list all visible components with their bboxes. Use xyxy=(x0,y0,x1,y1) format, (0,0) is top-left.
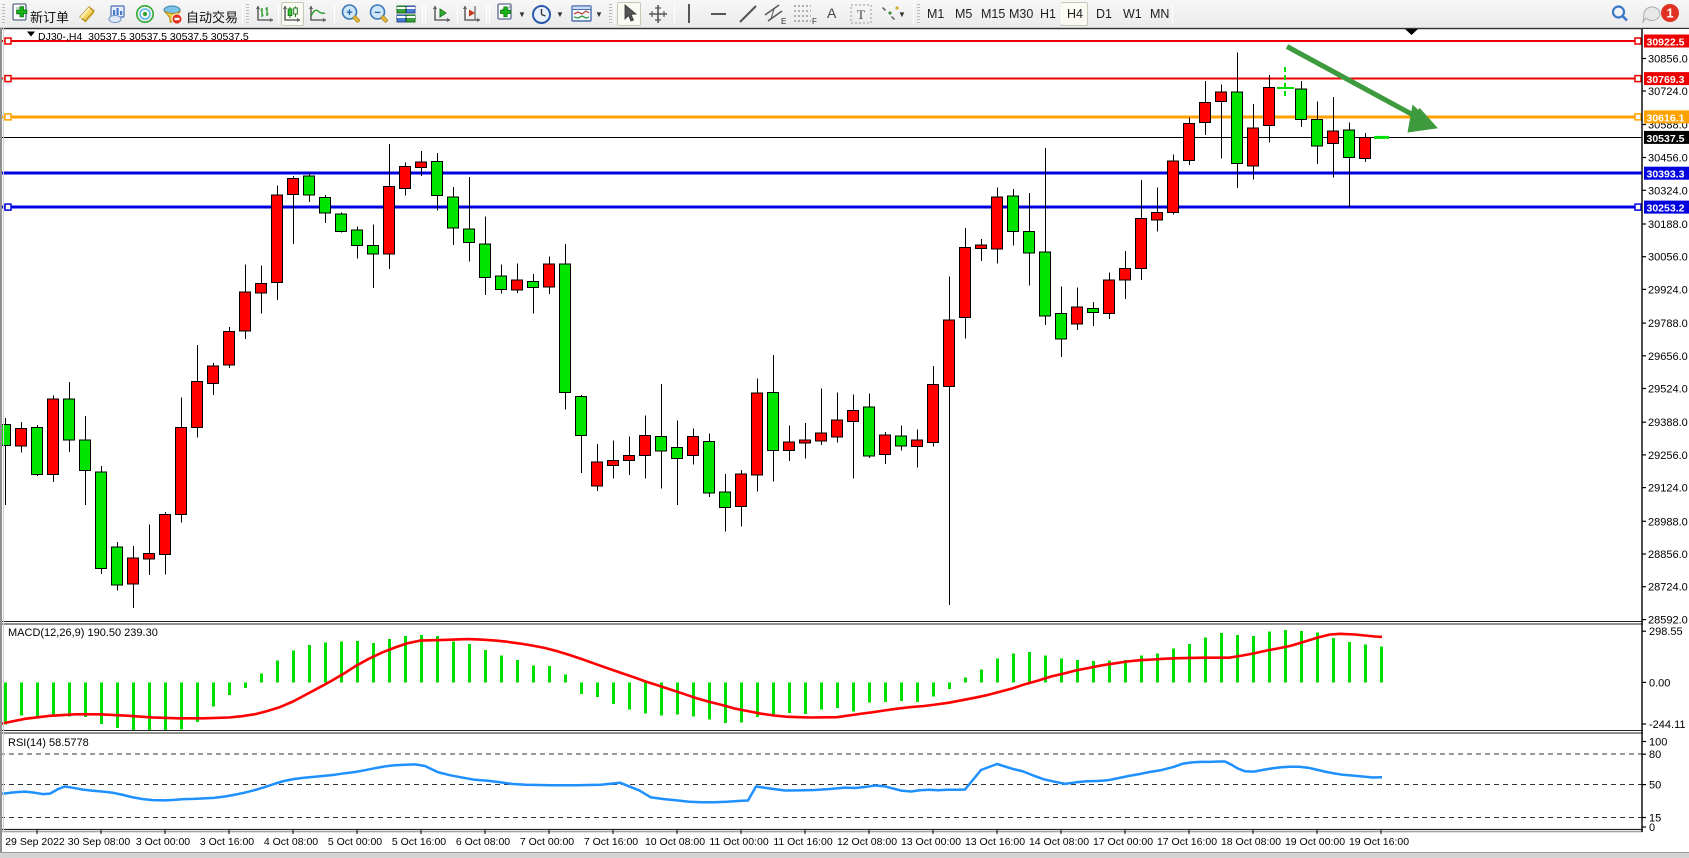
svg-text:19 Oct 00:00: 19 Oct 00:00 xyxy=(1285,836,1345,848)
svg-text:29524.0: 29524.0 xyxy=(1648,384,1688,396)
svg-text:7 Oct 16:00: 7 Oct 16:00 xyxy=(584,836,638,848)
svg-text:80: 80 xyxy=(1649,749,1661,761)
svg-text:30393.3: 30393.3 xyxy=(1647,169,1685,181)
svg-text:11 Oct 00:00: 11 Oct 00:00 xyxy=(709,836,769,848)
svg-text:28856.0: 28856.0 xyxy=(1648,549,1688,561)
svg-text:F: F xyxy=(812,17,817,25)
svg-text:30724.0: 30724.0 xyxy=(1648,86,1688,98)
svg-text:298.55: 298.55 xyxy=(1649,626,1683,638)
svg-text:E: E xyxy=(781,17,786,25)
svg-text:30537.5: 30537.5 xyxy=(1647,133,1685,145)
svg-text:29256.0: 29256.0 xyxy=(1648,450,1688,462)
svg-text:T: T xyxy=(857,7,865,22)
svg-text:17 Oct 16:00: 17 Oct 16:00 xyxy=(1157,836,1217,848)
svg-text:30769.3: 30769.3 xyxy=(1647,74,1685,86)
svg-text:17 Oct 00:00: 17 Oct 00:00 xyxy=(1093,836,1153,848)
svg-text:30856.0: 30856.0 xyxy=(1648,54,1688,66)
svg-text:11 Oct 16:00: 11 Oct 16:00 xyxy=(773,836,833,848)
svg-text:30056.0: 30056.0 xyxy=(1648,252,1688,264)
svg-text:100: 100 xyxy=(1649,737,1667,749)
svg-text:3 Oct 16:00: 3 Oct 16:00 xyxy=(200,836,254,848)
svg-text:30253.2: 30253.2 xyxy=(1647,203,1685,215)
svg-text:29388.0: 29388.0 xyxy=(1648,417,1688,429)
svg-text:-244.11: -244.11 xyxy=(1649,719,1686,731)
svg-text:0: 0 xyxy=(1649,822,1655,834)
svg-text:7 Oct 00:00: 7 Oct 00:00 xyxy=(520,836,574,848)
svg-text:6 Oct 08:00: 6 Oct 08:00 xyxy=(456,836,510,848)
svg-text:30616.1: 30616.1 xyxy=(1647,112,1685,124)
svg-text:30 Sep 08:00: 30 Sep 08:00 xyxy=(68,836,131,848)
svg-text:30922.5: 30922.5 xyxy=(1647,37,1685,49)
svg-text:30188.0: 30188.0 xyxy=(1648,219,1688,231)
svg-text:13 Oct 16:00: 13 Oct 16:00 xyxy=(965,836,1025,848)
svg-text:DJ30-,H4 30537.5 30537.5 3053: DJ30-,H4 30537.5 30537.5 30537.5 30537.5 xyxy=(38,31,249,43)
svg-text:15: 15 xyxy=(1649,813,1661,825)
svg-text:28724.0: 28724.0 xyxy=(1648,582,1688,594)
svg-text:4 Oct 08:00: 4 Oct 08:00 xyxy=(264,836,318,848)
svg-text:12 Oct 08:00: 12 Oct 08:00 xyxy=(837,836,897,848)
svg-text:5 Oct 16:00: 5 Oct 16:00 xyxy=(392,836,446,848)
svg-text:28592.0: 28592.0 xyxy=(1648,615,1688,627)
svg-text:1: 1 xyxy=(1666,6,1673,21)
svg-text:−: − xyxy=(374,7,380,19)
svg-text:19 Oct 16:00: 19 Oct 16:00 xyxy=(1349,836,1409,848)
svg-text:28988.0: 28988.0 xyxy=(1648,516,1688,528)
svg-text:RSI(14) 58.5778: RSI(14) 58.5778 xyxy=(8,737,89,749)
svg-text:29124.0: 29124.0 xyxy=(1648,483,1688,495)
svg-text:29924.0: 29924.0 xyxy=(1648,284,1688,296)
svg-text:29 Sep 2022: 29 Sep 2022 xyxy=(5,836,65,848)
svg-text:MACD(12,26,9) 190.50 239.30: MACD(12,26,9) 190.50 239.30 xyxy=(8,627,158,639)
svg-text:10 Oct 08:00: 10 Oct 08:00 xyxy=(645,836,705,848)
svg-text:50: 50 xyxy=(1649,780,1661,792)
svg-text:29788.0: 29788.0 xyxy=(1648,318,1688,330)
svg-text:18 Oct 08:00: 18 Oct 08:00 xyxy=(1221,836,1281,848)
svg-text:0.00: 0.00 xyxy=(1649,677,1670,689)
svg-text:3 Oct 00:00: 3 Oct 00:00 xyxy=(136,836,190,848)
svg-text:30456.0: 30456.0 xyxy=(1648,153,1688,165)
svg-text:30324.0: 30324.0 xyxy=(1648,185,1688,197)
svg-text:29656.0: 29656.0 xyxy=(1648,351,1688,363)
svg-text:14 Oct 08:00: 14 Oct 08:00 xyxy=(1029,836,1089,848)
svg-text:+: + xyxy=(346,7,352,19)
svg-text:5 Oct 00:00: 5 Oct 00:00 xyxy=(328,836,382,848)
svg-text:13 Oct 00:00: 13 Oct 00:00 xyxy=(901,836,961,848)
